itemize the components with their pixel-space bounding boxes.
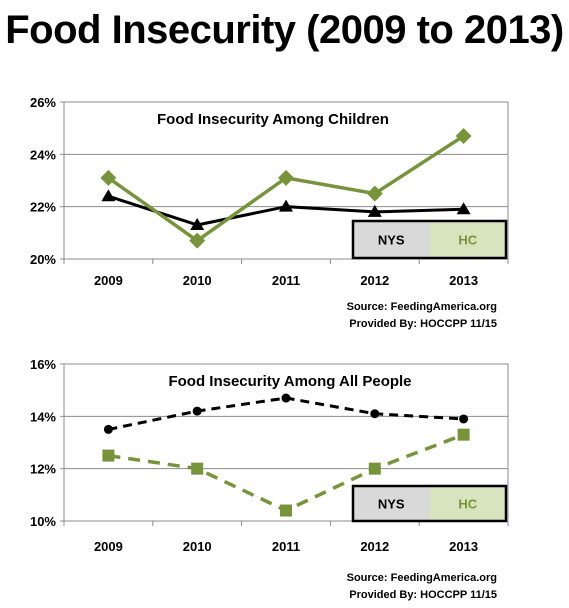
data-point-hc <box>457 428 470 441</box>
legend-label-hc: HC <box>458 233 477 248</box>
legend-box <box>351 484 508 523</box>
legend-nys-swatch <box>353 486 430 521</box>
legend-hc-swatch <box>429 486 506 521</box>
x-tick-label: 2009 <box>94 273 123 288</box>
x-tick-label: 2010 <box>183 273 212 288</box>
data-point-nys <box>103 424 113 434</box>
legend-box <box>351 219 508 260</box>
x-tick-label: 2013 <box>449 273 478 288</box>
y-tick-label: 24% <box>30 147 56 162</box>
x-tick-label: 2009 <box>94 539 123 554</box>
y-tick-label: 16% <box>30 357 56 372</box>
chart-title: Food Insecurity Among All People <box>168 373 411 390</box>
series-line-nys <box>108 396 464 431</box>
data-point-hc <box>191 462 204 475</box>
provided-by-note: Provided By: HOCCPP 11/15 <box>349 318 497 330</box>
data-point-nys <box>456 202 471 215</box>
legend-label-hc: HC <box>458 497 477 512</box>
legend-label-nys: NYS <box>378 233 405 248</box>
data-point-hc <box>368 462 381 475</box>
y-tick-label: 12% <box>30 462 56 477</box>
provided-by-note: Provided By: HOCCPP 11/15 <box>349 589 497 601</box>
x-tick-label: 2012 <box>360 539 389 554</box>
chart-1: 20% 22% 24% 26% 2009 2010 2011 2012 2013 Food Ins… <box>30 95 509 330</box>
data-point-hc <box>366 185 383 202</box>
data-point-nys <box>279 199 293 212</box>
x-tick-label: 2012 <box>360 273 389 288</box>
source-note: Source: FeedingAmerica.org <box>347 572 497 584</box>
data-point-hc <box>278 169 294 186</box>
page-title: Food Insecurity (2009 to 2013) <box>5 8 564 52</box>
data-point-nys <box>367 204 382 217</box>
source-note: Source: FeedingAmerica.org <box>347 301 497 313</box>
data-point-nys <box>192 406 202 416</box>
x-tick-label: 2010 <box>183 539 212 554</box>
x-tick-label: 2013 <box>449 539 478 554</box>
data-point-nys <box>459 414 469 424</box>
data-point-nys <box>281 393 291 403</box>
legend-hc-swatch <box>429 221 506 258</box>
plot-area <box>63 363 509 522</box>
data-point-hc <box>280 504 292 517</box>
data-point-hc <box>102 449 115 462</box>
y-tick-label: 20% <box>30 252 56 267</box>
plot-area <box>63 101 509 260</box>
data-point-nys <box>101 189 116 202</box>
data-point-nys <box>190 217 205 230</box>
legend-nys-swatch <box>353 221 430 258</box>
data-point-hc <box>100 169 117 186</box>
data-point-hc <box>189 232 206 249</box>
y-tick-label: 14% <box>30 409 56 424</box>
x-tick-label: 2011 <box>272 273 300 288</box>
chart-2: 10% 12% 14% 16% 2009 2010 2011 2012 2013 Food Ins… <box>30 357 509 601</box>
legend-label-nys: NYS <box>378 497 405 512</box>
chart-title: Food Insecurity Among Children <box>157 111 389 128</box>
y-tick-label: 26% <box>30 95 56 110</box>
data-point-hc <box>455 128 472 145</box>
x-tick-label: 2011 <box>272 539 300 554</box>
y-tick-label: 22% <box>30 200 56 215</box>
y-tick-label: 10% <box>30 514 56 529</box>
data-point-nys <box>370 409 380 419</box>
